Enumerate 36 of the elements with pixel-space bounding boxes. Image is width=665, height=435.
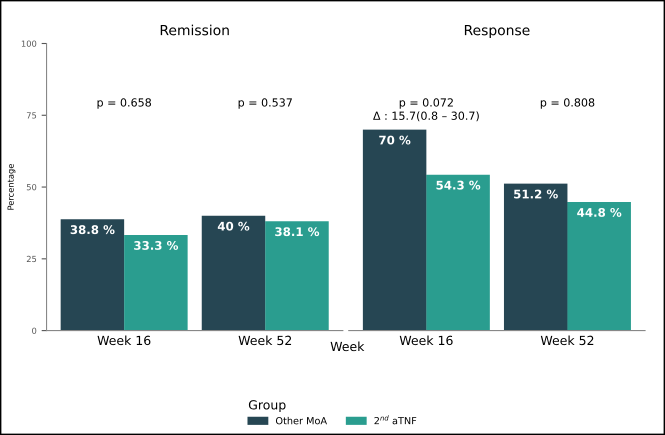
bar [426, 174, 490, 331]
bar [202, 216, 266, 331]
chart-title: Remission [160, 24, 229, 36]
legend-label: 2$^{nd}$ aTNF [374, 415, 416, 424]
data-label: 54.3 % [436, 180, 480, 190]
x-axis-title: Week [330, 342, 364, 352]
data-label: 38.1 % [275, 227, 320, 236]
annotation: p = 0.537 [238, 98, 292, 109]
x-tick-label: Week 16 [400, 335, 453, 346]
legend-label: Other MoA [276, 416, 328, 424]
x-tick-label: Week 52 [238, 335, 292, 346]
x-tick-label: Week 52 [540, 335, 594, 346]
y-tick-label: 25 [26, 256, 36, 262]
annotation: p = 0.658 [98, 98, 152, 109]
y-tick-label: 100 [22, 40, 36, 47]
y-tick-label: 50 [26, 184, 36, 190]
data-label: 33.3 % [134, 240, 178, 250]
bar [504, 184, 568, 331]
data-label: 40 % [218, 222, 250, 231]
bar [265, 221, 329, 331]
bar [567, 202, 631, 331]
data-label: 38.8 % [70, 225, 115, 234]
chart-title: Response [464, 25, 530, 38]
bar [60, 219, 124, 331]
bar [362, 130, 426, 331]
legend-title: Group [248, 400, 286, 412]
bar [124, 234, 188, 331]
y-tick-label: 0 [32, 328, 36, 334]
data-label: 51.2 % [514, 190, 558, 199]
data-label: 44.8 % [577, 208, 622, 217]
x-tick-label: Week 16 [98, 335, 150, 346]
data-label: 70 % [379, 136, 410, 145]
y-tick-label: 75 [26, 112, 36, 119]
annotation: p = 0.808 [540, 98, 594, 109]
annotation: p = 0.072 Δ : 15.7(0.8 – 30.7) [373, 98, 479, 122]
y-axis-title: Percentage [8, 164, 16, 210]
